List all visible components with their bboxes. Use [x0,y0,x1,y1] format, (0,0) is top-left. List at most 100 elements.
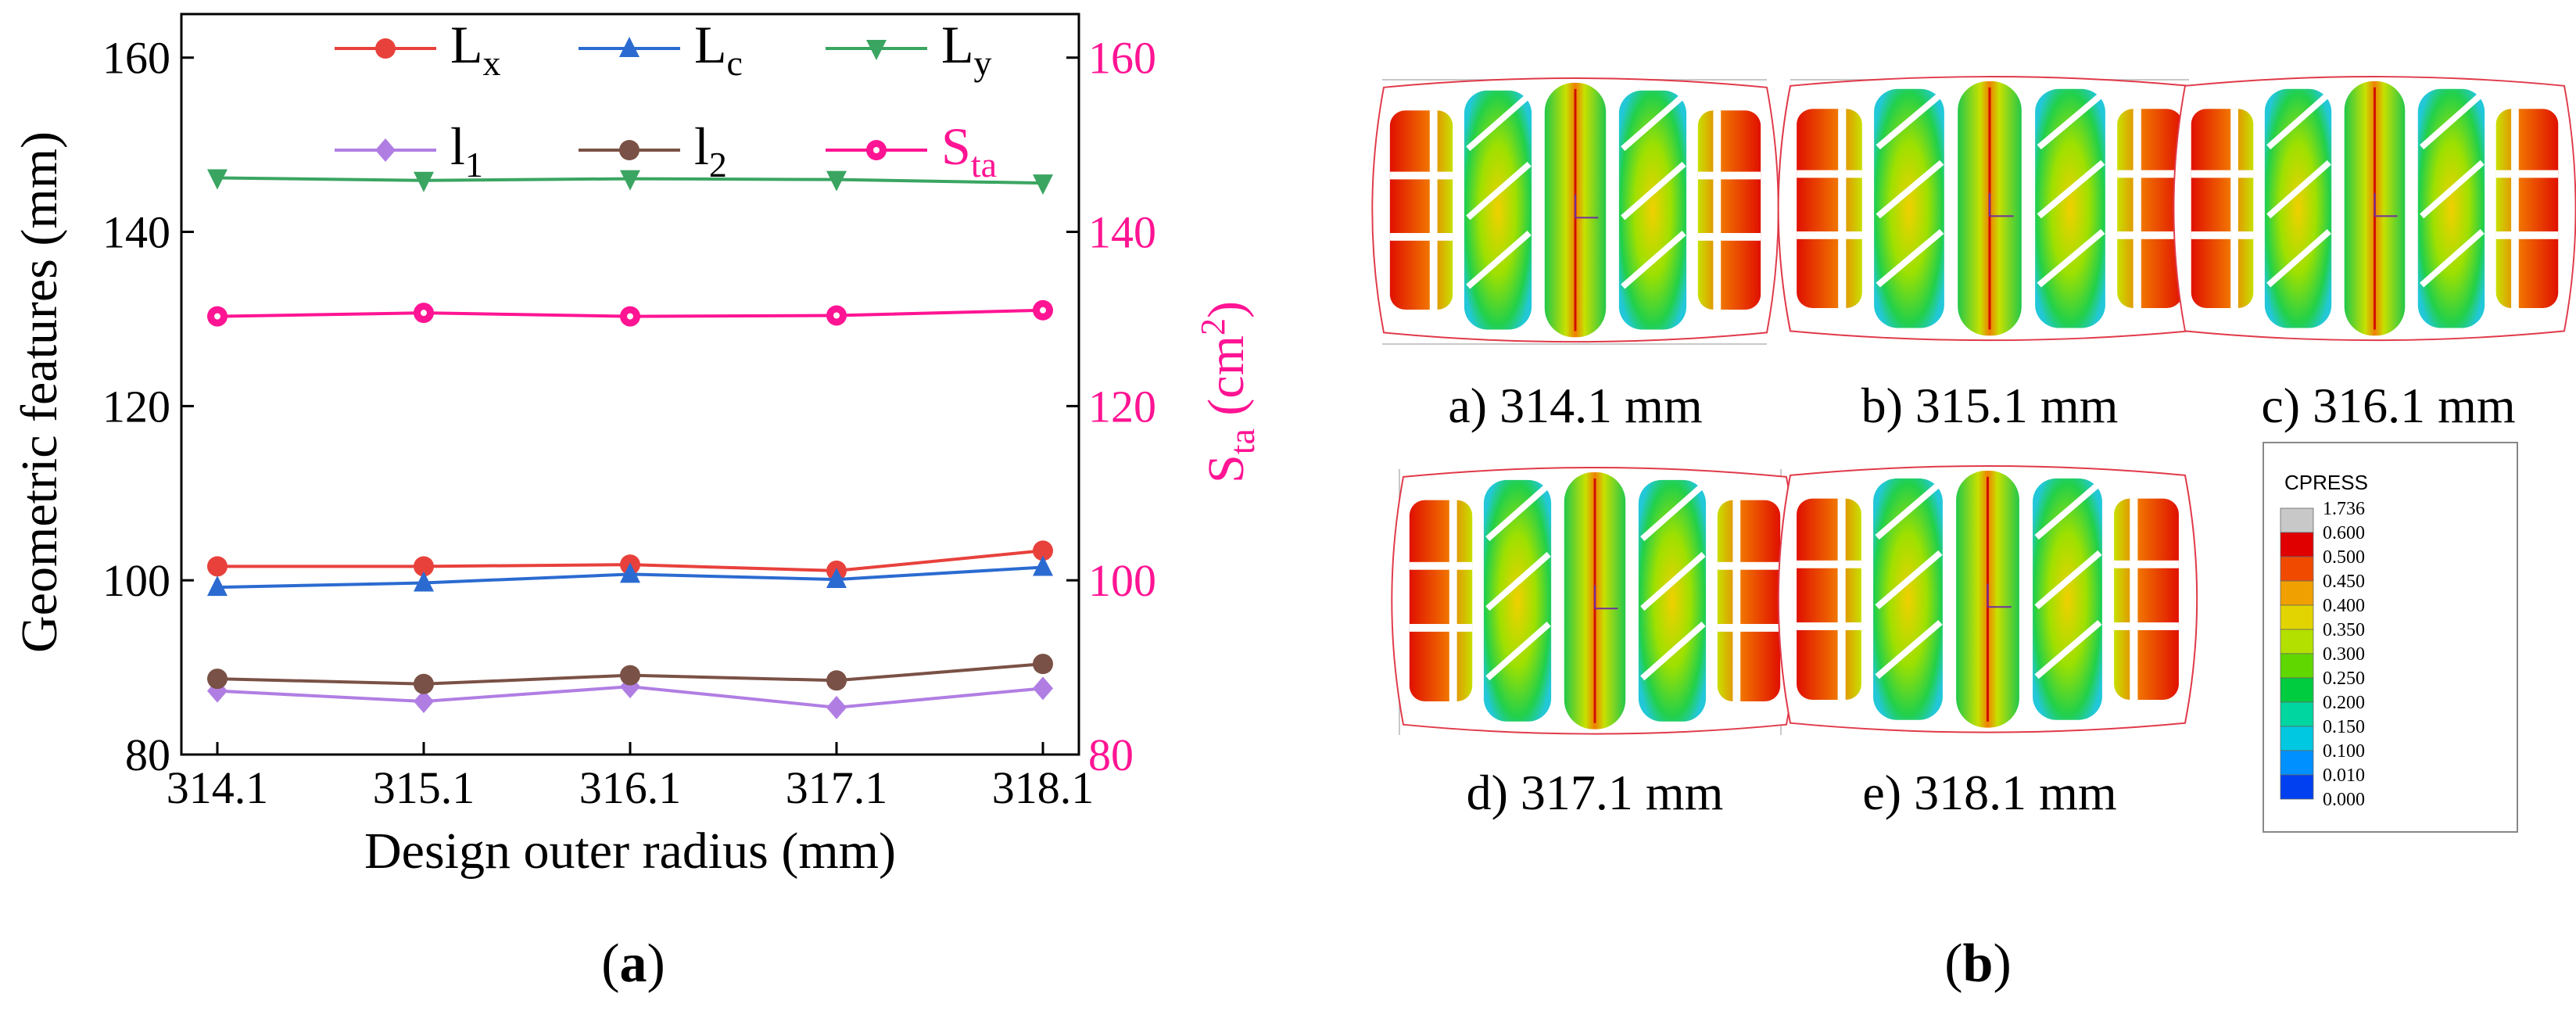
y2label-main: S [1198,454,1255,483]
data-point [826,568,847,589]
data-point [375,38,396,59]
data-point [1033,654,1053,675]
panel-a-chart: 80 100 120 140 160 80 100 120 140 160 314.1 315.1… [11,13,1262,994]
colorbar-tick-label: 1.736 [2323,499,2365,519]
data-point [1033,676,1053,701]
x-tick-label: 314.1 [167,762,269,813]
data-point [207,575,228,597]
colorbar-tick-label: 0.350 [2323,620,2365,640]
y2-tick-label: 140 [1088,207,1156,258]
colorbar-tick-label: 0.100 [2323,741,2365,762]
x-tick-label: 315.1 [373,762,475,813]
colorbar-swatch [2280,556,2314,582]
colorbar-tick-label: 0.250 [2323,669,2365,689]
y2label-sub: ta [1222,428,1262,454]
data-point [619,37,640,57]
y2label-unit-post: ) [1198,301,1255,318]
x-tick-label: 317.1 [786,762,888,813]
data-point [414,673,434,694]
colorbar-swatch [2280,750,2314,776]
data-point [414,171,434,192]
y-tick-label: 80 [125,730,170,780]
footprint-image [1779,77,2202,340]
footprint-image [1372,78,1778,342]
data-point [207,669,228,690]
data-point [1033,174,1053,195]
colorbar-tick-label: 0.600 [2323,523,2365,543]
colorbar-tick-label: 0.150 [2323,717,2365,737]
data-point [207,556,228,577]
y2label-unit-pre: (cm [1198,335,1255,428]
legend-entry: Lc [694,15,743,83]
panel-b-footprints: a) 314.1 mm b) 315.1 mm c) 316.1 mm d) 3… [1372,77,2575,994]
y2label-unit-sup: 2 [1194,318,1232,335]
colorbar: CPRESS 1.736 0.600 0.500 0.450 0.400 0.350 0.3… [2263,442,2518,833]
footprint-image [1392,468,1797,734]
data-point [620,170,640,191]
data-point [414,556,434,577]
x-axis-label: Design outer radius (mm) [364,823,896,880]
series-l2 [207,654,1053,694]
y2-tick-label: 80 [1088,730,1134,780]
legend-entry: l1 [450,117,483,185]
subfigure-caption: e) 318.1 mm [1862,765,2116,820]
data-point [866,40,887,60]
colorbar-swatch [2280,629,2314,654]
colorbar-swatch [2280,774,2314,800]
data-point [826,670,847,691]
y2-tick-label: 100 [1088,555,1156,606]
data-point [414,690,434,714]
colorbar-swatch [2280,507,2314,533]
data-point [620,665,640,686]
subfigure-caption: d) 317.1 mm [1467,765,1724,820]
panel-b-letter: b [1963,934,1994,994]
footprint-image [2173,77,2575,340]
data-point [619,140,640,160]
legend-entry: Sta [941,117,997,185]
data-point [1033,555,1053,576]
colorbar-swatch [2280,580,2314,606]
right-y-ticks: 80 100 120 140 160 [1066,33,1156,780]
y-tick-label: 160 [102,33,170,84]
data-point [620,562,640,583]
series-Ly [207,169,1053,195]
data-point [414,571,434,592]
series-layer [207,169,1053,719]
y-tick-label: 120 [102,381,170,432]
data-point [375,138,396,162]
colorbar-title: CPRESS [2284,471,2368,494]
colorbar-ticks: 1.736 0.600 0.500 0.450 0.400 0.350 0.300 0.250… [2323,499,2365,810]
colorbar-tick-label: 0.450 [2323,572,2365,592]
colorbar-swatch [2280,677,2314,703]
subfigure-caption: b) 315.1 mm [1861,378,2119,433]
panel-a-caption: (a) [601,934,665,994]
data-point [1033,540,1053,561]
left-y-axis-label: Geometric features (mm) [11,131,68,653]
x-tick-label: 316.1 [579,762,682,813]
x-tick-label: 318.1 [992,762,1095,813]
colorbar-tick-label: 0.500 [2323,547,2365,568]
colorbar-swatch [2280,701,2314,727]
colorbar-tick-label: 0.400 [2323,596,2365,616]
subfigure-caption: c) 316.1 mm [2261,378,2515,433]
colorbar-swatch [2280,532,2314,557]
legend-entry: l2 [694,117,727,185]
x-ticks: 314.1 315.1 316.1 317.1 318.1 [167,742,1095,813]
colorbar-tick-label: 0.200 [2323,693,2365,713]
panel-a-letter: a [620,934,647,994]
data-point [207,169,228,190]
colorbar-swatch [2280,726,2314,751]
colorbar-tick-label: 0.300 [2323,644,2365,665]
data-point [826,170,847,192]
left-y-ticks: 80 100 120 140 160 [102,33,194,780]
data-point [826,695,847,719]
legend-entry: Lx [450,15,501,83]
colorbar-swatch [2280,653,2314,679]
legend-entry: Ly [941,15,992,83]
panel-b-caption: (b) [1944,934,2012,994]
y2-tick-label: 160 [1088,33,1156,84]
y-tick-label: 100 [102,555,170,606]
legend: Lx Lc Ly l1 l2 Sta [335,15,997,185]
y2-tick-label: 120 [1088,381,1156,432]
